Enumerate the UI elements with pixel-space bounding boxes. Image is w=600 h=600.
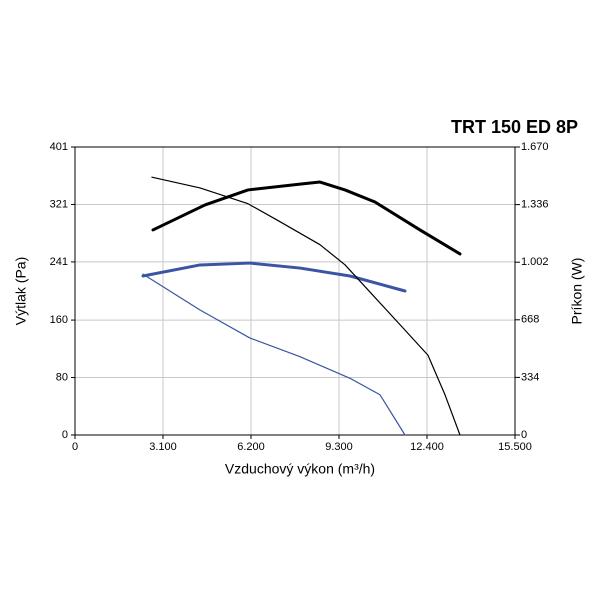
y-tick-label: 0: [62, 429, 68, 441]
y-tick-label: 241: [50, 256, 68, 268]
y2-tick-label: 1.002: [521, 256, 549, 268]
y-tick-label: 160: [50, 314, 68, 326]
curve: [151, 176, 461, 436]
curve: [151, 180, 462, 256]
y-tick-label: 80: [56, 371, 68, 383]
y2-tick-label: 668: [521, 314, 539, 326]
curve: [141, 261, 407, 293]
x-tick-label: 6.200: [237, 441, 265, 453]
y-tick-label: 401: [50, 141, 68, 153]
x-tick-label: 15.500: [498, 441, 532, 453]
x-tick-label: 3.100: [149, 441, 177, 453]
y-tick-label: 321: [50, 198, 68, 210]
chart-title: TRT 150 ED 8P: [451, 117, 578, 137]
x-tick-label: 0: [72, 441, 78, 453]
y2-tick-label: 1.336: [521, 199, 549, 211]
y2-axis-label: Príkon (W): [569, 258, 585, 325]
x-tick-label: 9.300: [325, 441, 353, 453]
y2-tick-label: 334: [521, 371, 539, 383]
x-axis-label: Vzduchový výkon (m³/h): [225, 461, 375, 477]
curve: [142, 273, 406, 436]
x-tick-label: 12.400: [410, 441, 444, 453]
plot-frame: [74, 146, 516, 436]
y2-tick-label: 1.670: [521, 141, 549, 153]
y-axis-label: Výtlak (Pa): [13, 257, 29, 325]
y2-tick-label: 0: [521, 429, 527, 441]
